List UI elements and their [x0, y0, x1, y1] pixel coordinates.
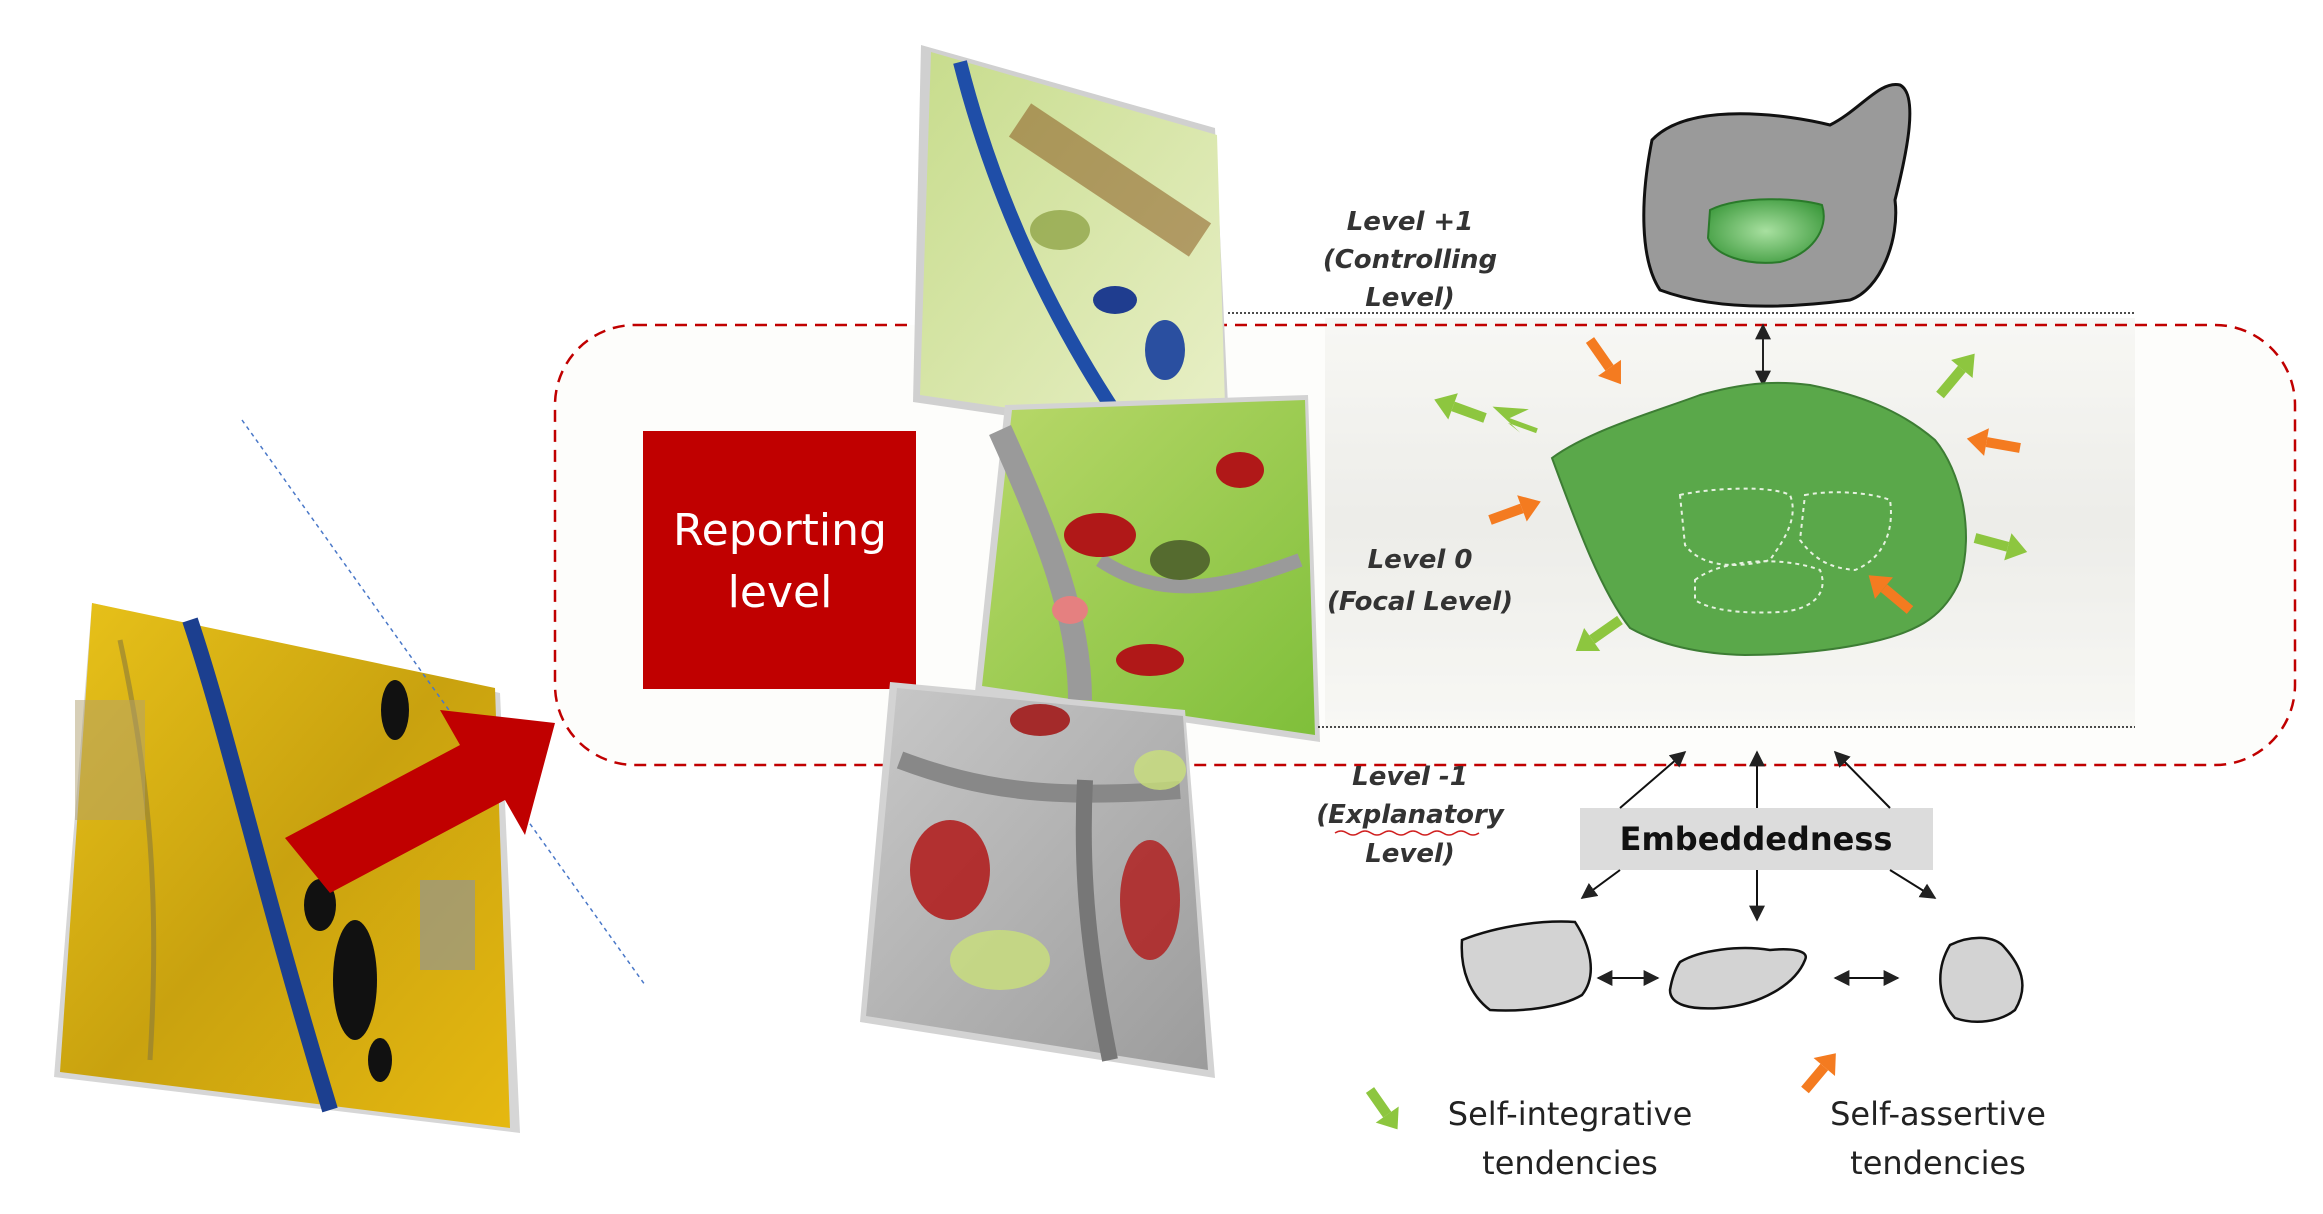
level-minus1-line3: Level) — [1365, 839, 1455, 869]
legend-integrative-line1: Self-integrative — [1448, 1095, 1693, 1133]
legend-integrative-line2: tendencies — [1482, 1144, 1658, 1182]
big-red-arrow — [285, 710, 555, 893]
map-level-plus1 — [913, 45, 1230, 448]
level-plus1-line2: (Controlling — [1323, 245, 1497, 275]
map-level-0 — [975, 395, 1320, 742]
emb-down-left — [1580, 869, 1621, 899]
map-level-minus1 — [860, 682, 1215, 1078]
level-0-line1: Level 0 — [1368, 545, 1473, 575]
level-minus1-line1: Level -1 — [1352, 762, 1468, 792]
sub-patch-middle — [1668, 946, 1808, 1010]
integrative-arrows — [1365, 353, 2028, 1130]
reporting-label-line2: level — [728, 567, 833, 618]
level-minus1-line2: (Explanatory — [1316, 800, 1505, 830]
sub-patch-left — [1460, 920, 1593, 1012]
sub-patch-right — [1939, 936, 2024, 1023]
level-plus1-line1: Level +1 — [1347, 207, 1474, 237]
legend-assertive-line1: Self-assertive — [1830, 1095, 2046, 1133]
assertive-arrows — [1488, 337, 2021, 1094]
reporting-level-box — [643, 431, 916, 689]
controlling-patch — [1642, 83, 1912, 308]
legend-assertive-line2: tendencies — [1850, 1144, 2026, 1182]
embeddedness-label: Embeddedness — [1620, 820, 1893, 858]
focal-patch — [1550, 381, 1967, 657]
level-plus1-line3: Level) — [1365, 283, 1455, 313]
landscape-satellite-map — [54, 603, 520, 1133]
emb-up-right — [1833, 750, 1891, 809]
projection-line — [241, 419, 646, 986]
level-0-line2: (Focal Level) — [1327, 587, 1513, 617]
emb-up-left — [1619, 750, 1687, 809]
reporting-label-line1: Reporting — [673, 505, 887, 556]
emb-down-right — [1889, 869, 1937, 899]
embeddedness-box — [1580, 808, 1933, 870]
